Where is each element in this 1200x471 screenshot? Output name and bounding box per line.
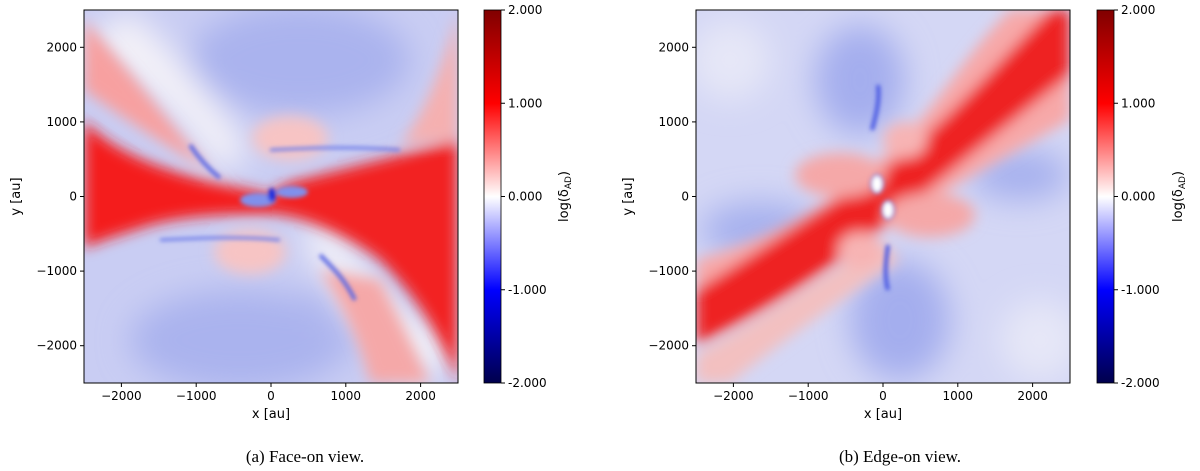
x-tick-label: 2000: [405, 389, 436, 403]
x-tick-label: 1000: [943, 389, 974, 403]
colorbar-tick-label: 1.000: [1121, 96, 1155, 110]
y-tick-label: −1000: [648, 264, 689, 278]
y-tick-label: 2000: [658, 40, 689, 54]
colorbar-tick-label: 2.000: [1121, 3, 1155, 17]
colorbar-gradient: [483, 9, 502, 384]
y-tick-label: 1000: [658, 115, 689, 129]
axes-ticks: −2000 −1000 0 1000 2000 −2000 −1000 0 1000 2000: [648, 40, 1047, 403]
x-tick-label: −1000: [788, 389, 829, 403]
colorbar-tick-label: 1.000: [508, 96, 542, 110]
y-tick-label: −2000: [36, 339, 77, 353]
colorbar-ticks: 2.000 1.000 0.000 -1.000 -2.000: [501, 3, 547, 390]
x-tick-label: 0: [879, 389, 887, 403]
panel-edge-on: −2000 −1000 0 1000 2000 −2000 −1000 0 1000 2000 x…: [621, 3, 1188, 466]
colorbar-label: log(δAD): [1171, 171, 1188, 222]
x-tick-label: −2000: [713, 389, 754, 403]
y-axis-label: y [au]: [621, 177, 636, 215]
heatmap-face-on: [84, 10, 458, 383]
y-tick-label: 1000: [46, 115, 77, 129]
heatmap-edge-on: [696, 10, 1070, 383]
y-axis-label: y [au]: [9, 177, 24, 215]
caption: (b) Edge-on view.: [839, 447, 961, 466]
colorbar: 2.000 1.000 0.000 -1.000 -2.000 log(δAD): [483, 3, 574, 390]
colorbar-gradient: [1096, 9, 1115, 384]
y-tick-label: 2000: [46, 40, 77, 54]
colorbar: 2.000 1.000 0.000 -1.000 -2.000 log(δAD): [1096, 3, 1188, 390]
x-tick-label: −1000: [176, 389, 217, 403]
colorbar-tick-label: 0.000: [508, 190, 542, 204]
colorbar-tick-label: -2.000: [1121, 376, 1160, 390]
caption: (a) Face-on view.: [246, 447, 364, 466]
x-tick-label: −2000: [101, 389, 142, 403]
x-tick-label: 0: [267, 389, 275, 403]
colorbar-tick-label: 0.000: [1121, 190, 1155, 204]
y-tick-label: −2000: [648, 339, 689, 353]
colorbar-ticks: 2.000 1.000 0.000 -1.000 -2.000: [1114, 3, 1160, 390]
x-axis-label: x [au]: [864, 407, 902, 422]
x-tick-label: 2000: [1017, 389, 1048, 403]
colorbar-label: log(δAD): [557, 171, 574, 222]
x-axis-label: x [au]: [252, 407, 290, 422]
y-tick-label: 0: [681, 190, 689, 204]
axes-ticks: −2000 −1000 0 1000 2000 −2000 −1000 0 1000 2000: [36, 40, 435, 403]
x-tick-label: 1000: [331, 389, 362, 403]
colorbar-tick-label: -1.000: [508, 283, 547, 297]
colorbar-tick-label: -2.000: [508, 376, 547, 390]
colorbar-tick-label: 2.000: [508, 3, 542, 17]
colorbar-tick-label: -1.000: [1121, 283, 1160, 297]
y-tick-label: −1000: [36, 264, 77, 278]
y-tick-label: 0: [69, 190, 77, 204]
panel-face-on: −2000 −1000 0 1000 2000 −2000 −1000 0 1000 2000 x…: [9, 3, 574, 466]
